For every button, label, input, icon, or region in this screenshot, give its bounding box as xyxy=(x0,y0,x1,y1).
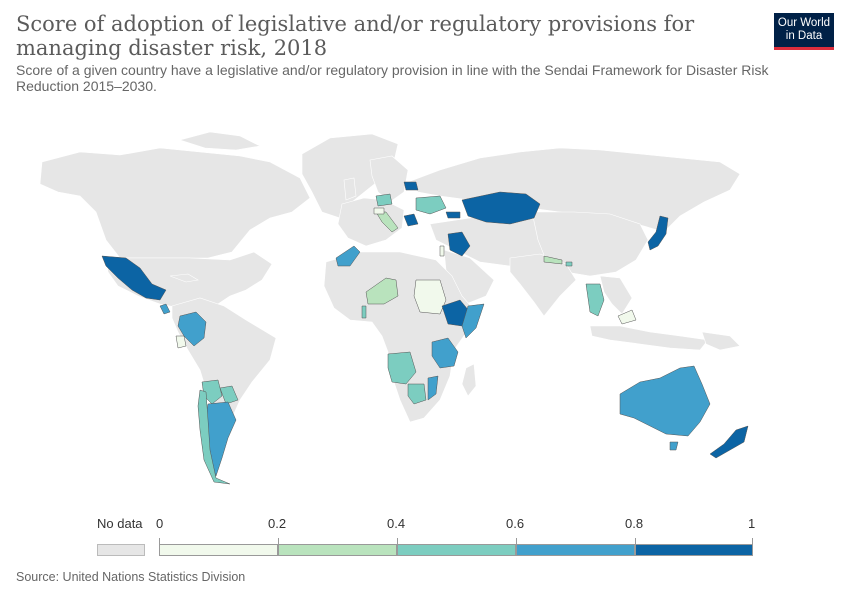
chile xyxy=(197,389,231,485)
legend-tick xyxy=(278,538,279,544)
madagascar xyxy=(461,363,477,397)
legend-bin-swatch[interactable] xyxy=(635,544,753,556)
vietnam xyxy=(617,309,637,325)
tanzania xyxy=(431,337,459,369)
czechia xyxy=(375,193,393,207)
papua xyxy=(701,331,741,351)
ghana xyxy=(361,305,367,319)
legend-bin-swatch[interactable] xyxy=(278,544,397,556)
serbia xyxy=(403,213,419,227)
logo-line-1: Our World xyxy=(777,17,831,29)
mexico xyxy=(101,255,167,301)
morocco xyxy=(335,245,361,267)
indonesia xyxy=(589,325,709,351)
ukraine xyxy=(415,195,447,215)
western-europe xyxy=(337,197,405,247)
zimbabwe xyxy=(407,383,427,405)
legend-tick-label: 0.8 xyxy=(625,516,644,531)
georgia xyxy=(445,211,461,219)
japan xyxy=(647,215,669,251)
se-asia xyxy=(599,275,633,315)
legend-bin-swatch[interactable] xyxy=(159,544,278,556)
legend-tick-label: 0 xyxy=(156,516,164,531)
poland xyxy=(403,181,419,191)
switzerland xyxy=(373,207,385,215)
legend-tick-label: 0.6 xyxy=(506,516,525,531)
legend-no-data-label: No data xyxy=(97,516,143,531)
uk xyxy=(343,177,357,201)
legend-tick xyxy=(752,538,753,544)
chart-title: Score of adoption of legislative and/or … xyxy=(16,12,695,60)
legend-tick-label: 1 xyxy=(748,516,756,531)
israel xyxy=(439,245,445,257)
thailand xyxy=(585,283,605,317)
italy xyxy=(375,211,399,233)
legend-bin-swatch[interactable] xyxy=(397,544,516,556)
colombia xyxy=(177,311,207,347)
legend-bin-swatch[interactable] xyxy=(516,544,635,556)
bhutan xyxy=(565,261,573,267)
angola xyxy=(387,351,417,385)
cuba xyxy=(169,273,199,283)
sudan xyxy=(413,279,447,315)
ecuador xyxy=(175,335,187,349)
source-note: Source: United Nations Statistics Divisi… xyxy=(16,570,246,584)
legend-tick xyxy=(397,538,398,544)
costa-rica xyxy=(159,303,171,315)
legend-tick xyxy=(159,538,160,544)
world-map xyxy=(39,131,749,485)
legend-tick xyxy=(635,538,636,544)
tasmania xyxy=(669,441,679,451)
scored-countries xyxy=(101,181,749,485)
north-america-north xyxy=(39,147,311,259)
logo-line-2: in Data xyxy=(785,30,823,42)
new-zealand xyxy=(709,425,749,459)
legend-tick xyxy=(516,538,517,544)
legend-tick-label: 0.4 xyxy=(387,516,406,531)
nepal xyxy=(543,255,563,265)
scandinavia xyxy=(369,155,409,203)
paraguay xyxy=(219,385,239,405)
kazakhstan xyxy=(461,191,541,225)
greenland xyxy=(301,133,399,219)
iraq xyxy=(447,231,471,257)
somalia xyxy=(461,303,485,339)
arctic-islands xyxy=(178,131,261,151)
legend-no-data-swatch[interactable] xyxy=(97,544,145,556)
owid-logo[interactable]: Our World in Data xyxy=(774,13,834,50)
niger xyxy=(365,277,399,305)
australia xyxy=(619,365,711,437)
color-legend: No data 0 0.2 0.4 0.6 0.8 1 xyxy=(0,510,850,560)
legend-tick-label: 0.2 xyxy=(268,516,287,531)
mozambique xyxy=(427,375,439,401)
chart-subtitle: Score of a given country have a legislat… xyxy=(16,62,769,94)
